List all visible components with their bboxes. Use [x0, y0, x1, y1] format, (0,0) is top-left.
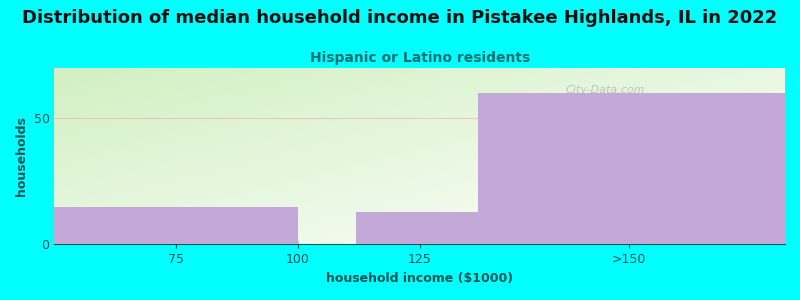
Bar	[356, 212, 478, 244]
Title: Hispanic or Latino residents: Hispanic or Latino residents	[310, 51, 530, 65]
X-axis label: household income ($1000): household income ($1000)	[326, 272, 514, 285]
Y-axis label: households: households	[15, 116, 28, 196]
Bar	[478, 93, 785, 244]
Text: City-Data.com: City-Data.com	[566, 85, 646, 95]
Text: Distribution of median household income in Pistakee Highlands, IL in 2022: Distribution of median household income …	[22, 9, 778, 27]
Bar	[54, 206, 298, 244]
